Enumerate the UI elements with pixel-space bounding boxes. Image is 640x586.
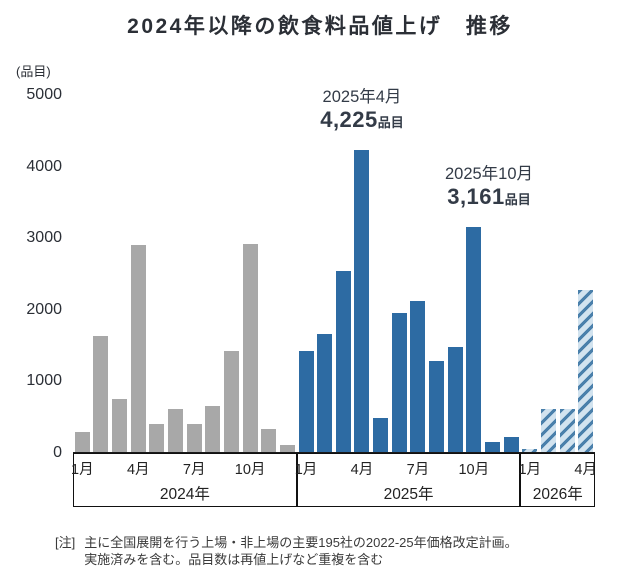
year-label-2026: 2026年 bbox=[532, 486, 583, 503]
month-tick-2026-4月: 4月 bbox=[574, 462, 597, 478]
month-tick-2025-4月: 4月 bbox=[350, 462, 374, 478]
month-tick-2024-7月: 7月 bbox=[182, 462, 206, 478]
year-box-2026 bbox=[520, 453, 595, 507]
bar-2025-05 bbox=[373, 417, 389, 453]
bar-2025-06 bbox=[391, 313, 407, 453]
month-tick-2024-4月: 4月 bbox=[126, 462, 150, 478]
annotation-oct-2025-unit: 品目 bbox=[504, 192, 531, 207]
bar-2025-12 bbox=[503, 437, 519, 453]
annotation-apr-2025-value: 4,225 bbox=[320, 107, 378, 132]
year-box-2025 bbox=[296, 453, 521, 507]
bar-2025-03 bbox=[335, 271, 351, 453]
bar-2025-07 bbox=[410, 301, 426, 453]
bar-2024-04 bbox=[130, 245, 146, 453]
y-tick-5000: 5000 bbox=[26, 86, 62, 103]
annotation-oct-2025-date: 2025年10月 bbox=[444, 165, 534, 183]
chart-title: 2024年以降の飲食料品値上げ 推移 bbox=[127, 15, 513, 38]
annotation-apr-2025: 2025年4月 4,225品目 bbox=[320, 83, 404, 133]
bar-2025-04 bbox=[354, 150, 370, 453]
bar-2024-12 bbox=[279, 445, 295, 453]
bar-2024-09 bbox=[223, 351, 239, 453]
annotation-apr-2025-date: 2025年4月 bbox=[322, 88, 402, 106]
month-tick-2025-10月: 10月 bbox=[458, 462, 490, 478]
footnote-line-1: 主に全国展開を行う上場・非上場の主要195社の2022-25年価格改定計画。 bbox=[84, 535, 518, 550]
bar-2026-03 bbox=[559, 408, 575, 453]
month-tick-2024-10月: 10月 bbox=[234, 462, 266, 478]
y-tick-3000: 3000 bbox=[26, 229, 62, 247]
month-tick-2025-7月: 7月 bbox=[406, 462, 430, 478]
footnote: [注] 主に全国展開を行う上場・非上場の主要195社の2022-25年価格改定計… bbox=[55, 535, 518, 568]
footnote-line-2: 実施済みを含む。品目数は再値上げなど重複を含む bbox=[84, 551, 384, 567]
year-label-2025: 2025年 bbox=[383, 486, 434, 503]
month-tick-2024-1月: 1月 bbox=[71, 462, 94, 478]
bar-2024-07 bbox=[186, 423, 202, 453]
bar-2025-08 bbox=[429, 361, 445, 453]
annotation-oct-2025-value: 3,161 bbox=[447, 184, 505, 209]
plot-area bbox=[73, 95, 595, 453]
bar-2024-08 bbox=[205, 405, 221, 453]
bar-2024-01 bbox=[74, 431, 90, 453]
month-tick-2025-1月: 1月 bbox=[294, 462, 318, 478]
bar-2025-10 bbox=[466, 226, 482, 453]
bar-2025-02 bbox=[317, 334, 333, 453]
bar-2025-01 bbox=[298, 350, 314, 453]
bar-2026-04 bbox=[578, 289, 594, 453]
bar-2025-11 bbox=[484, 441, 500, 453]
bar-2024-05 bbox=[149, 423, 165, 453]
year-label-2024: 2024年 bbox=[159, 486, 210, 503]
x-axis-line bbox=[73, 451, 595, 454]
bar-2024-10 bbox=[242, 243, 258, 453]
y-tick-4000: 4000 bbox=[26, 157, 62, 175]
annotation-oct-2025-value-row: 3,161品目 bbox=[445, 184, 533, 210]
bar-2024-11 bbox=[261, 429, 277, 453]
footnote-text: 主に全国展開を行う上場・非上場の主要195社の2022-25年価格改定計画。 実… bbox=[84, 535, 517, 568]
bar-2024-03 bbox=[112, 398, 128, 453]
year-box-2024 bbox=[73, 453, 297, 507]
bar-2024-02 bbox=[93, 335, 109, 453]
month-tick-2026-1月: 1月 bbox=[518, 462, 542, 478]
bar-2024-06 bbox=[168, 408, 184, 453]
y-axis-unit-label: (品目) bbox=[16, 64, 51, 79]
footnote-tag: [注] bbox=[55, 535, 76, 550]
bar-2026-02 bbox=[540, 409, 556, 453]
y-tick-2000: 2000 bbox=[26, 300, 62, 318]
annotation-apr-2025-unit: 品目 bbox=[377, 115, 404, 130]
bar-2025-09 bbox=[447, 347, 463, 453]
annotation-apr-2025-value-row: 4,225品目 bbox=[320, 107, 404, 133]
y-tick-0: 0 bbox=[53, 444, 62, 461]
annotation-oct-2025: 2025年10月 3,161品目 bbox=[445, 160, 533, 210]
bar-2026-01 bbox=[522, 449, 538, 453]
y-tick-1000: 1000 bbox=[26, 372, 62, 390]
